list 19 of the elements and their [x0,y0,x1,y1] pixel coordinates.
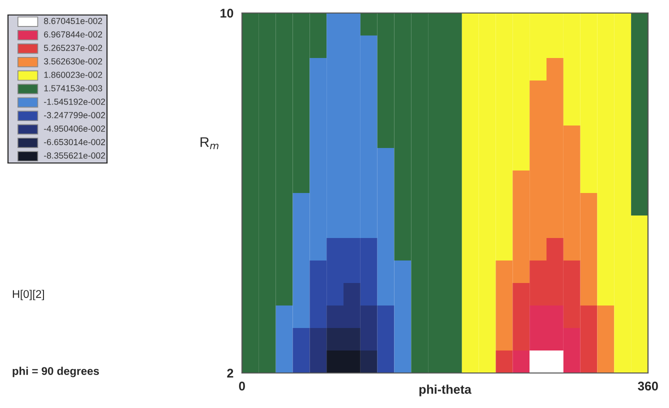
x-tick-label: 360 [638,382,658,391]
text: H[0][2] [12,290,44,300]
y-tick-label: 2 [227,368,234,378]
y-axis-title: R$_{m}$ [200,137,218,150]
color-bar-label: -6.653014e-002 [44,138,105,146]
text: phi = 90 degrees [12,366,99,378]
color-bar-label: 1.574153e-003 [44,85,102,92]
color-bar-label: 5.265237e-002 [44,44,102,51]
y-tick-label: 10 [220,8,234,18]
color-bar-label: -3.247799e-002 [44,112,105,118]
color-bar-label: 3.562630e-002 [44,58,102,64]
color-bar-label: -1.545192e-002 [44,98,105,105]
color-bar-label: -4.950406e-002 [44,126,105,132]
x-axis-title: phi-theta [419,384,472,396]
color-bar-label: 6.967844e-002 [44,31,102,38]
color-bar-label: 8.670451e-002 [44,18,102,24]
x-tick-label: 0 [239,382,245,391]
color-bar-label: 1.860023e-002 [44,72,102,78]
color-bar-label: -8.355621e-002 [44,152,105,159]
